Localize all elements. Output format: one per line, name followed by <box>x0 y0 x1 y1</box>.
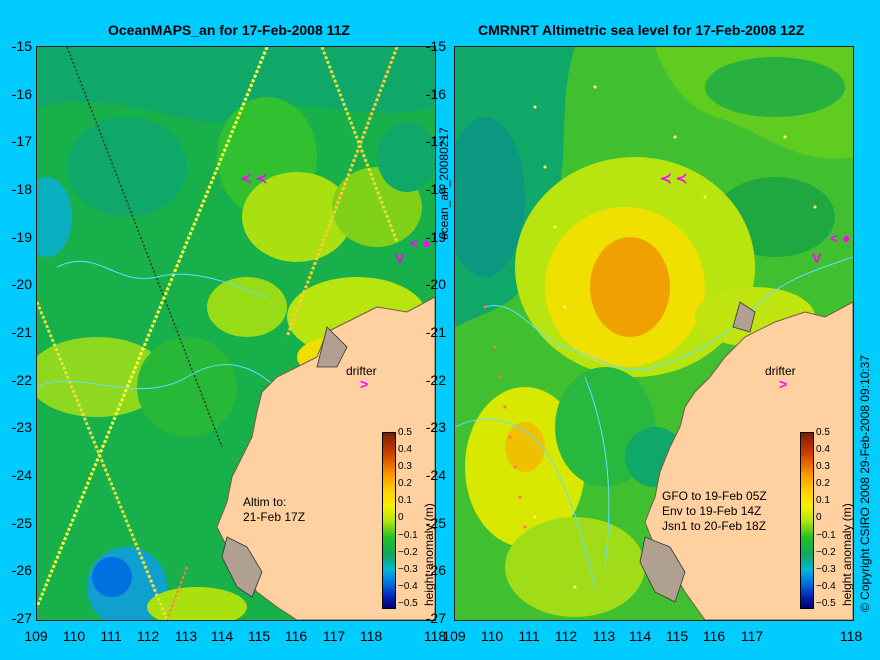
lon-tick: 118 <box>423 628 447 644</box>
colorbar-tick: −0.1 <box>398 530 418 541</box>
lon-tick: 112 <box>554 628 578 644</box>
lat-tick: -26 <box>11 562 32 578</box>
colorbar-tick: 0 <box>398 512 404 523</box>
right-map-field <box>455 47 853 620</box>
lon-tick: 114 <box>210 628 234 644</box>
right-map-title: CMRNRT Altimetric sea level for 17-Feb-2… <box>478 22 805 38</box>
colorbar-tick: −0.1 <box>816 530 836 541</box>
lat-tick: -20 <box>11 276 32 292</box>
right-map-panel <box>454 46 854 621</box>
lat-tick: -27 <box>11 610 32 626</box>
lat-tick: -19 <box>425 229 446 245</box>
colorbar-tick: 0.3 <box>398 461 412 472</box>
lon-tick: 114 <box>628 628 652 644</box>
lat-tick: -23 <box>11 419 32 435</box>
left-map-panel <box>36 46 436 621</box>
lat-tick: -21 <box>11 324 32 340</box>
colorbar-tick: 0 <box>816 512 822 523</box>
right-colorbar <box>800 432 814 609</box>
colorbar-tick: −0.4 <box>398 581 418 592</box>
lat-tick: -15 <box>11 38 32 54</box>
lon-tick: 115 <box>665 628 689 644</box>
colorbar-tick: −0.4 <box>816 581 836 592</box>
colorbar-tick: 0.3 <box>816 461 830 472</box>
copyright-text: © Copyright CSIRO 2008 29-Feb-2008 09:10… <box>858 355 872 612</box>
lon-tick: 118 <box>359 628 383 644</box>
colorbar-tick: 0.5 <box>398 427 412 438</box>
left-drifter-label: drifter <box>346 364 377 378</box>
colorbar-tick: 0.1 <box>816 495 830 506</box>
left-drifter-marker: > <box>360 376 369 392</box>
right-drifter-track-marker: V <box>812 250 822 266</box>
lon-tick: 111 <box>518 628 540 644</box>
right-colorbar-label: height anomaly (m) <box>840 503 854 606</box>
lon-tick: 111 <box>100 628 122 644</box>
left-map-field <box>37 47 435 620</box>
lon-tick: 116 <box>284 628 308 644</box>
right-drifter-track-marker: < ● <box>830 230 851 246</box>
lon-tick: 117 <box>740 628 764 644</box>
left-drifter-track-marker: < ● <box>410 235 431 251</box>
colorbar-tick: −0.2 <box>398 547 418 558</box>
colorbar-tick: 0.2 <box>398 478 412 489</box>
colorbar-tick: −0.3 <box>398 564 418 575</box>
lat-tick: -25 <box>11 515 32 531</box>
lat-tick: -17 <box>425 133 446 149</box>
lon-tick: 116 <box>702 628 726 644</box>
lat-tick: -18 <box>11 181 32 197</box>
lat-tick: -24 <box>425 467 446 483</box>
lat-tick: -15 <box>425 38 446 54</box>
lat-tick: -16 <box>425 86 446 102</box>
colorbar-tick: 0.1 <box>398 495 412 506</box>
lat-tick: -17 <box>11 133 32 149</box>
right-drifter-track-marker: ≺ ≺ <box>660 170 688 186</box>
lat-tick: -26 <box>425 562 446 578</box>
lat-tick: -25 <box>425 515 446 531</box>
colorbar-tick: 0.4 <box>816 444 830 455</box>
left-drifter-track-marker: V <box>395 250 405 266</box>
right-drifter-label: drifter <box>765 364 796 378</box>
colorbar-tick: 0.5 <box>816 427 830 438</box>
lon-tick: 109 <box>24 628 48 644</box>
left-drifter-track-marker: ≺ ≺ <box>240 170 268 186</box>
left-altimeter-note: Altim to: 21-Feb 17Z <box>243 495 306 524</box>
lon-tick: 117 <box>322 628 346 644</box>
lon-tick: 112 <box>136 628 160 644</box>
file-label: ocean_an_20080217 <box>437 127 451 240</box>
colorbar-tick: 0.2 <box>816 478 830 489</box>
left-colorbar <box>382 432 396 609</box>
colorbar-tick: −0.3 <box>816 564 836 575</box>
lat-tick: -23 <box>425 419 446 435</box>
lon-tick: 113 <box>592 628 616 644</box>
lon-tick: 118 <box>839 628 863 644</box>
colorbar-tick: −0.2 <box>816 547 836 558</box>
lat-tick: -21 <box>425 324 446 340</box>
right-drifter-marker: > <box>779 376 788 392</box>
colorbar-tick: 0.4 <box>398 444 412 455</box>
lat-tick: -20 <box>425 276 446 292</box>
lat-tick: -18 <box>425 181 446 197</box>
lon-tick: 109 <box>442 628 466 644</box>
left-colorbar-label: height anomaly (m) <box>422 503 436 606</box>
lat-tick: -27 <box>425 610 446 626</box>
right-satellite-note: GFO to 19-Feb 05Z Env to 19-Feb 14Z Jsn1… <box>662 489 767 533</box>
lat-tick: -22 <box>425 372 446 388</box>
lon-tick: 113 <box>174 628 198 644</box>
lat-tick: -24 <box>11 467 32 483</box>
lat-tick: -19 <box>11 229 32 245</box>
lat-tick: -22 <box>11 372 32 388</box>
colorbar-tick: −0.5 <box>816 598 836 609</box>
colorbar-tick: −0.5 <box>398 598 418 609</box>
lon-tick: 115 <box>247 628 271 644</box>
lon-tick: 110 <box>480 628 504 644</box>
left-map-title: OceanMAPS_an for 17-Feb-2008 11Z <box>108 22 350 38</box>
lon-tick: 110 <box>62 628 86 644</box>
lat-tick: -16 <box>11 86 32 102</box>
